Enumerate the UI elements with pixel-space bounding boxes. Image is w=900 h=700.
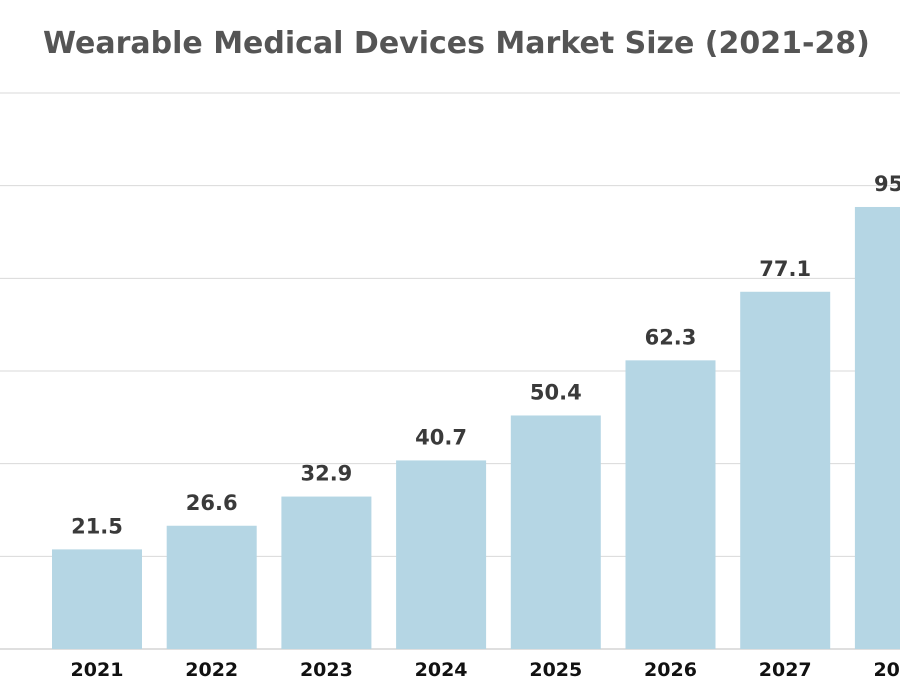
data-label-2027: 77.1 (759, 257, 811, 281)
x-tick-2024: 2024 (415, 659, 468, 681)
x-tick-2023: 2023 (300, 659, 353, 681)
bar-2023 (281, 496, 372, 649)
x-tick-2021: 2021 (71, 659, 124, 681)
data-label-2028: 95.4 (874, 172, 900, 196)
x-tick-2025: 2025 (529, 659, 582, 681)
data-label-2023: 32.9 (300, 462, 352, 486)
data-label-2026: 62.3 (645, 325, 697, 349)
bars (52, 206, 900, 650)
bar-2022 (166, 525, 257, 649)
bar-2027 (740, 291, 831, 649)
chart-title: Wearable Medical Devices Market Size (20… (43, 26, 870, 61)
data-label-2025: 50.4 (530, 380, 582, 404)
x-tick-2022: 2022 (185, 659, 238, 681)
bar-2025 (510, 415, 601, 649)
x-tick-labels: 2021 2022 2023 2024 2025 2026 2027 2028 (71, 659, 900, 681)
data-label-2021: 21.5 (71, 514, 123, 538)
x-tick-2027: 2027 (759, 659, 812, 681)
x-tick-2028: 2028 (873, 659, 900, 681)
gridlines (0, 92, 900, 650)
bar-2024 (396, 460, 487, 649)
bar-2026 (625, 360, 716, 649)
x-tick-2026: 2026 (644, 659, 697, 681)
bar-2021 (52, 549, 142, 649)
data-label-2022: 26.6 (186, 491, 238, 515)
data-labels: 21.5 26.6 32.9 40.7 50.4 62.3 77.1 95.4 (71, 172, 900, 538)
bar-2028 (854, 206, 900, 650)
data-label-2024: 40.7 (415, 425, 467, 449)
